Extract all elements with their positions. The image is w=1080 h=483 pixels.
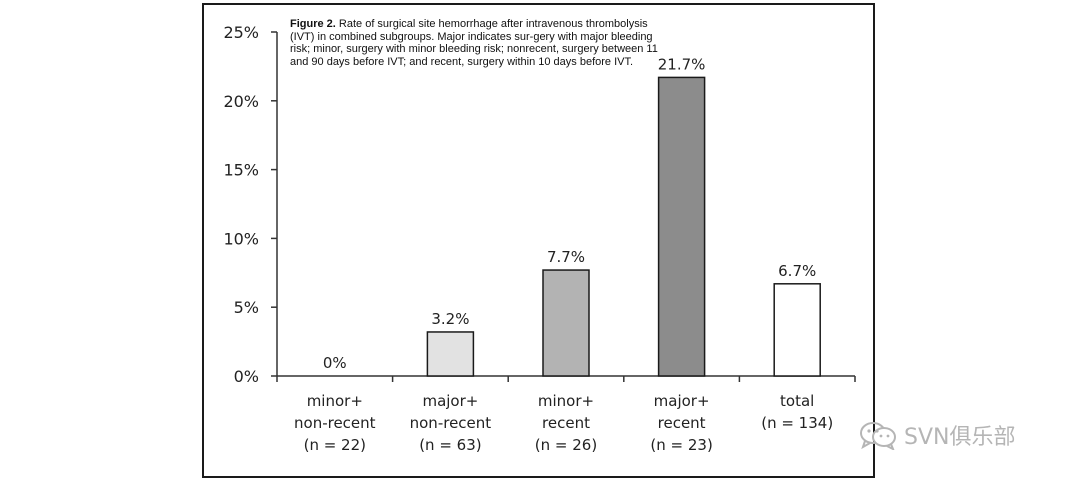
category-label: (n = 23) [650,436,712,454]
bar [773,283,821,377]
y-tick-label: 20% [223,92,259,111]
bar [426,331,475,377]
category-label: (n = 26) [535,436,597,454]
caption-text: Rate of surgical site hemorrhage after i… [290,18,658,68]
figure-frame [202,3,875,478]
y-tick-label: 10% [223,229,259,248]
category-label: minor+ [307,392,363,410]
bar [542,269,590,377]
data-label: 3.2% [431,310,469,328]
data-label: 21.7% [658,55,706,73]
data-label: 7.7% [547,248,585,266]
y-tick-label: 5% [234,298,259,317]
y-tick-label: 25% [223,23,259,42]
category-label: major+ [654,392,710,410]
figure-caption: Figure 2. Rate of surgical site hemorrha… [290,18,660,68]
category-label: recent [658,414,706,432]
wechat-icon [860,422,896,450]
y-tick-label: 0% [234,367,259,386]
category-label: total [780,392,814,410]
y-tick-label: 15% [223,161,259,180]
category-label: non-recent [294,414,376,432]
category-label: (n = 134) [761,414,833,432]
category-label: minor+ [538,392,594,410]
category-label: recent [542,414,590,432]
bar [657,76,706,377]
caption-figure-label: Figure 2. [290,18,336,30]
data-label: 0% [323,354,347,372]
watermark: SVN俱乐部 [858,419,1015,451]
watermark-text: SVN俱乐部 [904,425,1016,450]
category-label: non-recent [410,414,492,432]
category-label: (n = 63) [419,436,481,454]
category-label: major+ [422,392,478,410]
category-label: (n = 22) [304,436,366,454]
data-label: 6.7% [778,262,816,280]
